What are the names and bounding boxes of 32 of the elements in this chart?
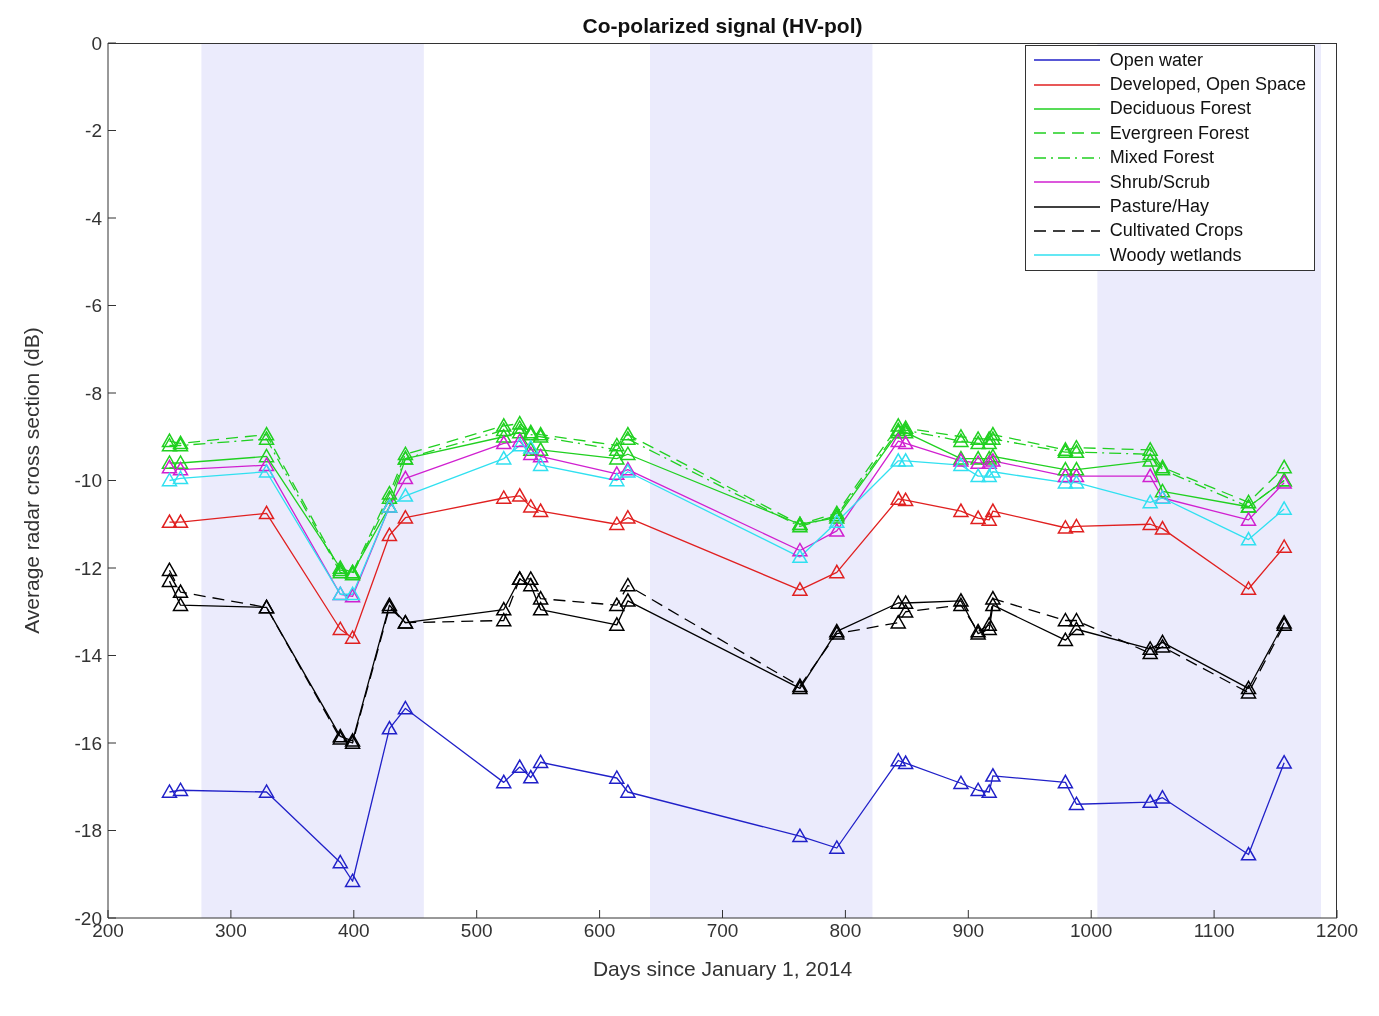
y-axis-title: Average radar cross section (dB) <box>20 327 44 634</box>
y-tick-label: -14 <box>74 645 103 667</box>
legend-label: Deciduous Forest <box>1109 98 1251 120</box>
legend-label: Developed, Open Space <box>1109 74 1306 96</box>
x-axis-title: Days since January 1, 2014 <box>592 957 853 980</box>
x-tick-label: 900 <box>952 920 985 942</box>
x-tick-label: 800 <box>829 920 862 942</box>
y-tick-label: -8 <box>85 382 102 404</box>
y-tick-label: -6 <box>85 295 102 317</box>
legend-label: Open water <box>1109 49 1203 71</box>
y-tick-label: -12 <box>74 557 102 579</box>
x-tick-label: 500 <box>460 920 493 942</box>
y-tick-label: 0 <box>91 32 102 54</box>
x-tick-label: 1100 <box>1193 920 1235 942</box>
x-tick-label: 700 <box>706 920 739 942</box>
legend-label: Woody wetlands <box>1109 244 1242 266</box>
legend-label: Shrub/Scrub <box>1109 171 1210 193</box>
y-tick-label: -2 <box>85 120 102 142</box>
y-tick-label: -10 <box>74 470 102 492</box>
chart-title: Co-polarized signal (HV-pol) <box>581 14 864 38</box>
x-tick-label: 1000 <box>1070 920 1113 942</box>
y-tick-label: -16 <box>74 732 102 754</box>
y-tick-label: -4 <box>85 207 103 229</box>
x-tick-label: 1200 <box>1315 920 1359 942</box>
y-tick-label: -18 <box>74 820 102 842</box>
x-tick-label: 600 <box>583 920 616 942</box>
legend-label: Cultivated Crops <box>1109 220 1243 242</box>
legend-label: Pasture/Hay <box>1109 196 1209 218</box>
legend-label: Mixed Forest <box>1109 147 1214 169</box>
x-tick-label: 400 <box>337 920 370 942</box>
x-tick-label: 300 <box>215 920 247 942</box>
legend-label: Evergreen Forest <box>1109 122 1249 144</box>
